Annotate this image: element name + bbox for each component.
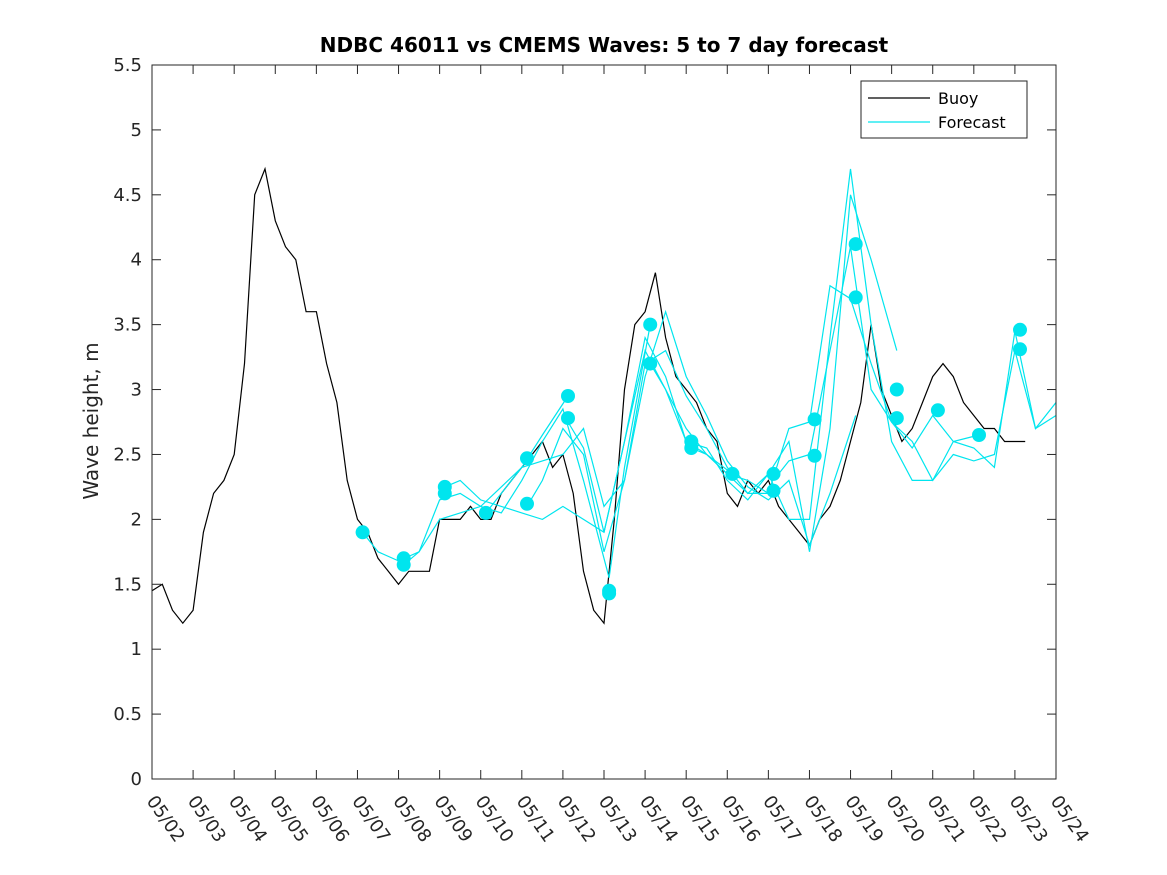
chart-title: NDBC 46011 vs CMEMS Waves: 5 to 7 day fo…: [320, 33, 889, 57]
forecast-marker: [355, 525, 370, 540]
y-tick-label: 3: [131, 380, 142, 401]
forecast-marker: [643, 356, 658, 371]
forecast-marker: [561, 389, 575, 403]
forecast-marker: [561, 411, 575, 426]
forecast-marker: [889, 382, 904, 397]
y-tick-label: 4.5: [113, 185, 142, 206]
forecast-line-2: [403, 324, 651, 578]
forecast-line-6: [567, 194, 898, 552]
forecast-line-7: [649, 168, 980, 521]
y-tick-label: 2: [131, 509, 142, 530]
forecast-marker: [602, 586, 617, 601]
plot-area: [151, 65, 1057, 779]
forecast-marker: [437, 486, 452, 501]
forecast-marker: [684, 441, 699, 455]
forecast-marker: [1013, 322, 1027, 337]
forecast-marker: [766, 483, 781, 498]
y-tick-label: 0: [131, 769, 142, 790]
y-tick-label: 5.5: [113, 55, 142, 76]
forecast-marker: [520, 451, 534, 466]
forecast-marker: [766, 466, 781, 481]
forecast-marker: [1013, 342, 1027, 357]
y-tick-label: 4: [131, 250, 142, 271]
y-axis-label: Wave height, m: [79, 342, 103, 499]
plot-background: [152, 65, 1056, 779]
forecast-marker: [643, 317, 658, 332]
y-tick-label: 3.5: [113, 315, 142, 336]
forecast-marker: [520, 496, 534, 511]
forecast-marker: [930, 403, 945, 418]
forecast-marker: [807, 448, 822, 463]
legend-label-forecast: Forecast: [938, 113, 1006, 132]
forecast-marker: [889, 411, 904, 426]
y-tick-label: 1.5: [113, 574, 142, 595]
y-tick-label: 5: [131, 120, 142, 141]
forecast-marker: [478, 505, 493, 520]
forecast-marker: [848, 290, 863, 305]
forecast-line-8: [691, 284, 1057, 495]
y-tick-label: 2.5: [113, 444, 142, 465]
forecast-line-5: [526, 309, 857, 552]
forecast-line-3: [444, 348, 733, 534]
y-tick-label: 0.5: [113, 704, 142, 725]
forecast-marker: [807, 412, 822, 427]
buoy-line: [151, 166, 1026, 625]
forecast-marker: [848, 237, 863, 252]
legend: Buoy Forecast: [860, 80, 1028, 139]
legend-box: [860, 80, 1028, 139]
y-tick-label: 1: [131, 639, 142, 660]
forecast-marker: [725, 466, 740, 481]
legend-label-buoy: Buoy: [938, 89, 978, 108]
forecast-marker: [396, 557, 411, 572]
forecast-marker: [972, 428, 986, 442]
